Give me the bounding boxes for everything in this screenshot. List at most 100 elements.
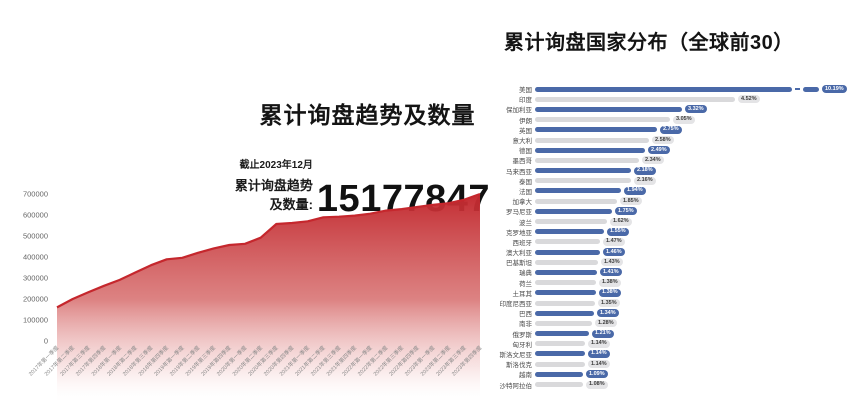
country-bar	[535, 269, 597, 275]
country-label: 美国	[519, 87, 532, 95]
country-row: 巴西 1.34%	[490, 308, 852, 318]
country-bar	[535, 208, 612, 214]
country-row: 澳大利亚 1.46%	[490, 247, 852, 257]
country-row: 罗马尼亚 1.75%	[490, 206, 852, 216]
percentage-badge: 1.38%	[599, 288, 621, 297]
percentage-badge: 1.14%	[588, 349, 610, 358]
country-label: 沙特阿拉伯	[499, 382, 533, 390]
country-row: 印度尼西亚 1.35%	[490, 298, 852, 308]
percentage-badge: 1.28%	[595, 319, 617, 328]
percentage-badge: 3.32%	[685, 105, 707, 114]
percentage-badge: 1.47%	[603, 237, 625, 246]
percentage-badge: 2.34%	[642, 156, 664, 165]
percentage-badge: 1.46%	[603, 248, 625, 257]
svg-text:700000: 700000	[23, 190, 48, 199]
country-row: 巴基斯坦 1.43%	[490, 257, 852, 267]
country-row: 匈牙利 1.14%	[490, 339, 852, 349]
country-bar	[535, 127, 657, 133]
country-label: 巴西	[519, 311, 532, 319]
trend-area-series	[56, 192, 481, 405]
country-bar	[535, 320, 592, 326]
percentage-badge: 2.75%	[660, 125, 682, 134]
country-label: 德国	[519, 148, 532, 156]
stat-labels: 截止2023年12月 累计询盘趋势及数量:	[233, 156, 313, 216]
percentage-badge: 1.85%	[620, 197, 642, 206]
country-label: 意大利	[512, 138, 533, 146]
country-label: 越南	[519, 372, 532, 380]
country-label: 印度尼西亚	[499, 301, 533, 309]
country-bar	[535, 147, 645, 153]
svg-text:100000: 100000	[23, 316, 48, 325]
country-bar	[535, 229, 604, 235]
country-label: 瑞典	[519, 270, 532, 278]
country-label: 保加利亚	[506, 107, 532, 115]
country-chart-title: 累计询盘国家分布（全球前30）	[504, 32, 794, 54]
country-label: 南非	[519, 321, 532, 329]
country-bar	[535, 280, 596, 286]
country-bar	[535, 168, 631, 174]
percentage-badge: 1.43%	[601, 258, 623, 267]
svg-text:400000: 400000	[23, 253, 48, 262]
country-bar	[535, 117, 670, 123]
country-label: 英国	[519, 127, 532, 135]
country-bar	[535, 157, 639, 163]
country-row: 土耳其 1.38%	[490, 288, 852, 298]
percentage-badge: 3.05%	[673, 115, 695, 124]
country-label: 斯洛伐克	[506, 362, 532, 370]
country-bar	[535, 239, 600, 245]
country-label: 匈牙利	[512, 341, 533, 349]
percentage-badge: 1.62%	[610, 217, 632, 226]
percentage-badge: 2.18%	[634, 166, 656, 175]
country-bar	[535, 86, 792, 92]
country-label: 法国	[519, 188, 532, 196]
trend-chart-title: 累计询盘趋势及数量	[259, 102, 476, 128]
country-row: 泰国 2.16%	[490, 176, 852, 186]
country-row: 德国 2.49%	[490, 145, 852, 155]
country-bar	[535, 331, 589, 337]
percentage-badge: 1.14%	[588, 339, 610, 348]
country-label: 罗马尼亚	[506, 209, 532, 217]
percentage-badge: 1.94%	[624, 186, 646, 195]
country-bar	[535, 310, 594, 316]
country-bar	[535, 382, 583, 388]
country-bar	[535, 137, 649, 143]
svg-text:200000: 200000	[23, 295, 48, 304]
country-bar	[535, 198, 617, 204]
country-label: 西班牙	[512, 239, 533, 247]
country-label: 斯洛文尼亚	[499, 351, 533, 359]
svg-text:0: 0	[44, 337, 48, 346]
country-bar	[535, 371, 583, 377]
percentage-badge: 1.14%	[588, 360, 610, 369]
percentage-badge: 10.19%	[822, 85, 847, 94]
country-row: 南非 1.28%	[490, 318, 852, 328]
country-bar	[535, 259, 598, 265]
country-label: 澳大利亚	[506, 250, 532, 258]
country-row: 保加利亚 3.32%	[490, 104, 852, 114]
axis-break-dash	[795, 88, 800, 91]
country-row: 意大利 2.58%	[490, 135, 852, 145]
percentage-badge: 1.75%	[615, 207, 637, 216]
country-bar	[535, 341, 585, 347]
percentage-badge: 1.38%	[599, 278, 621, 287]
country-label: 印度	[519, 97, 532, 105]
trend-y-axis: 0 100000 200000 300000 400000 500000 600000 700…	[23, 190, 48, 346]
country-bar	[535, 249, 600, 255]
percentage-badge: 2.16%	[634, 176, 656, 185]
country-row: 克罗地亚 1.55%	[490, 227, 852, 237]
country-label: 土耳其	[512, 290, 533, 298]
country-label: 巴基斯坦	[506, 260, 532, 268]
percentage-badge: 2.49%	[648, 146, 670, 155]
percentage-badge: 4.52%	[738, 95, 760, 104]
country-bar	[535, 188, 621, 194]
percentage-badge: 1.35%	[598, 299, 620, 308]
country-row: 俄罗斯 1.21%	[490, 329, 852, 339]
country-bar	[535, 290, 596, 296]
percentage-badge: 1.41%	[600, 268, 622, 277]
country-row: 越南 1.09%	[490, 369, 852, 379]
country-bar	[535, 361, 585, 367]
percentage-badge: 1.09%	[586, 370, 608, 379]
percentage-badge: 1.21%	[592, 329, 614, 338]
country-row: 加拿大 1.85%	[490, 196, 852, 206]
svg-text:300000: 300000	[23, 274, 48, 283]
